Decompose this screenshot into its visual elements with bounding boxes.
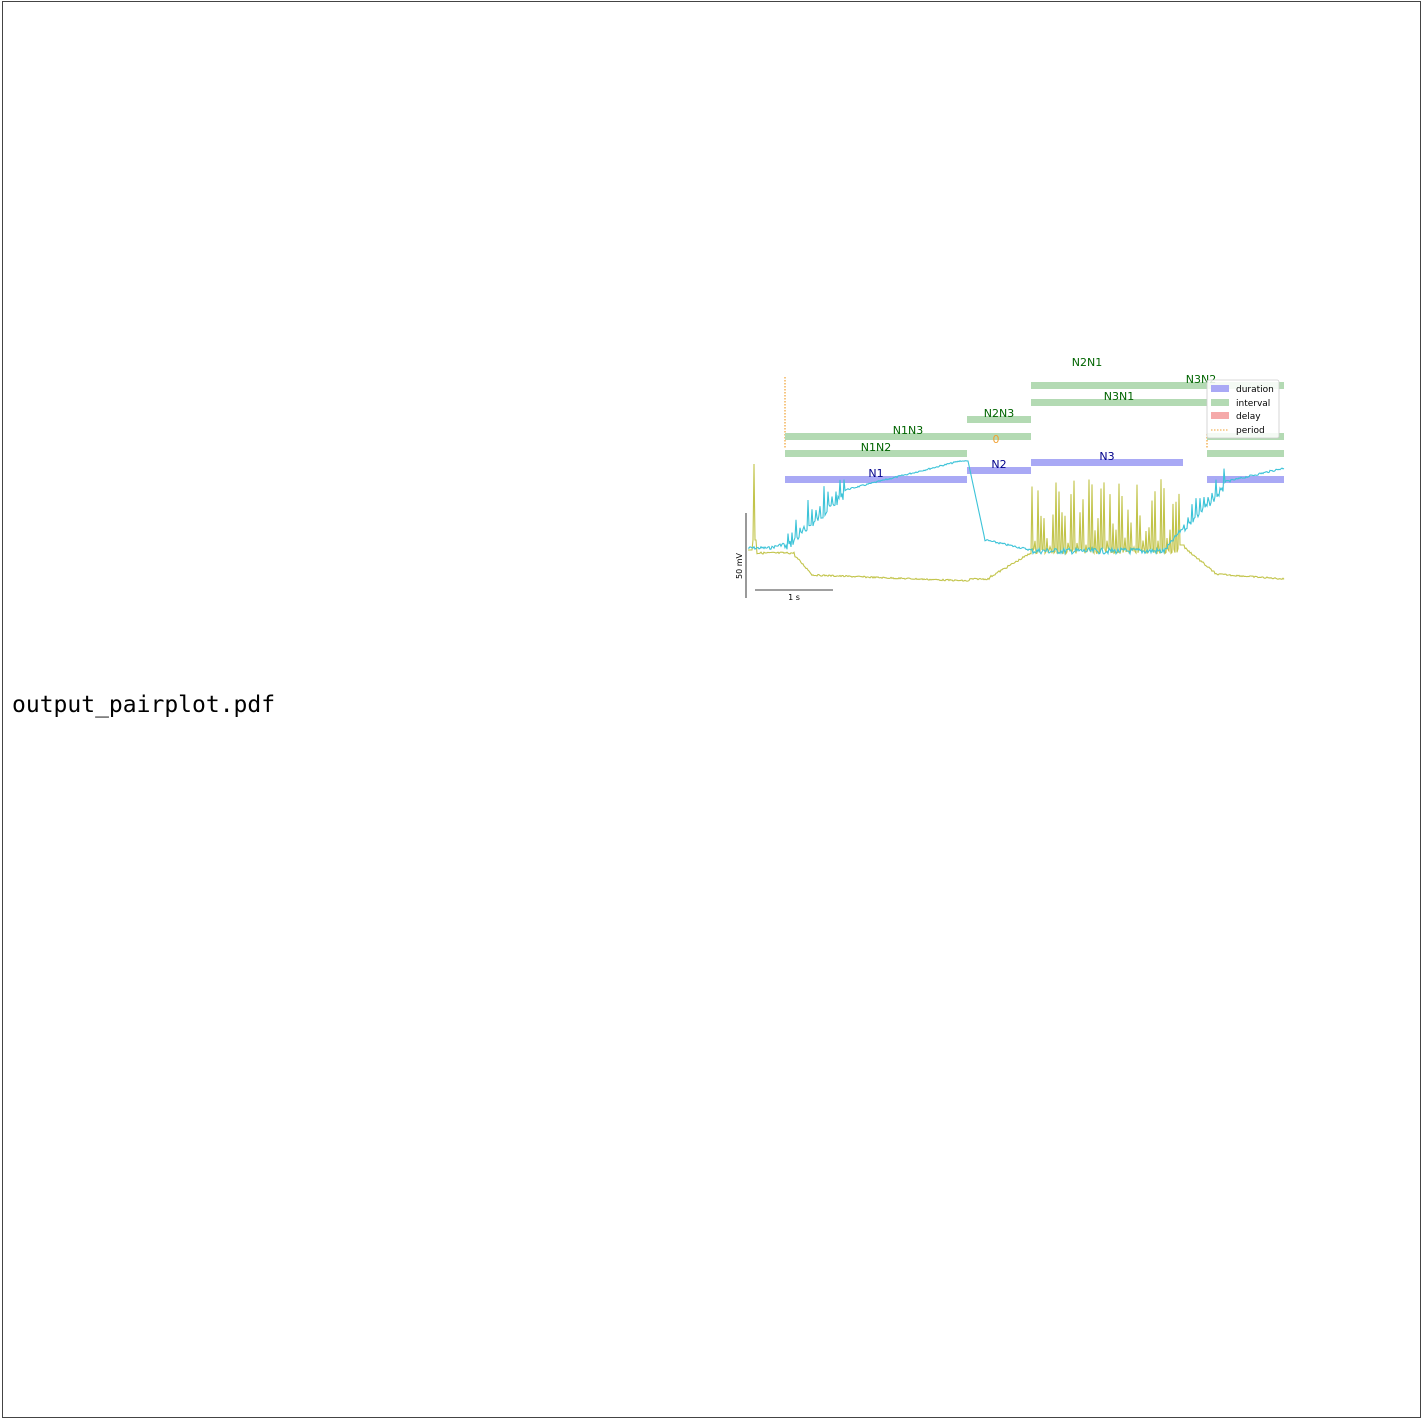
interval-bar-n1n2: [785, 450, 967, 457]
interval-bar-n3n1: [1031, 399, 1207, 406]
legend-label-interval: interval: [1236, 399, 1270, 409]
label-n3: N3: [1099, 450, 1114, 463]
interval-bar-n2n1: [1031, 382, 1284, 389]
interval-bar-n1n2-next: [1207, 450, 1284, 457]
label-delay-zero: 0: [993, 433, 1000, 446]
interval-bar-n1n3: [785, 433, 1031, 440]
label-n1: N1: [868, 467, 883, 480]
legend-label-period: period: [1236, 426, 1265, 436]
label-n2n3: N2N3: [984, 407, 1014, 420]
duration-bar-n1-next: [1207, 476, 1284, 483]
legend: duration interval delay period: [1206, 379, 1280, 439]
legend-label-duration: duration: [1236, 385, 1274, 395]
interval-bar-n2n3: [967, 416, 1031, 423]
label-n2n1: N2N1: [1072, 356, 1102, 369]
label-n3n1: N3N1: [1104, 390, 1134, 403]
legend-swatch-interval: [1211, 399, 1229, 406]
output-filename: output_pairplot.pdf: [12, 692, 276, 718]
voltage-scale-label: 50 mV: [735, 552, 744, 579]
duration-bar-n3: [1031, 459, 1183, 466]
label-n1n3: N1N3: [893, 424, 923, 437]
legend-swatch-duration: [1211, 385, 1229, 392]
legend-label-delay: delay: [1236, 412, 1261, 422]
time-scale-label: 1 s: [788, 593, 800, 602]
trace-neuron-cyan: [747, 460, 1285, 556]
duration-bar-n2: [967, 467, 1031, 474]
label-n1n2: N1N2: [861, 441, 891, 454]
label-n2: N2: [991, 458, 1006, 471]
duration-bar-n1: [785, 476, 967, 483]
trace-neuron-olive: [748, 463, 1285, 582]
legend-box: [1206, 379, 1280, 439]
legend-swatch-delay: [1211, 412, 1229, 419]
